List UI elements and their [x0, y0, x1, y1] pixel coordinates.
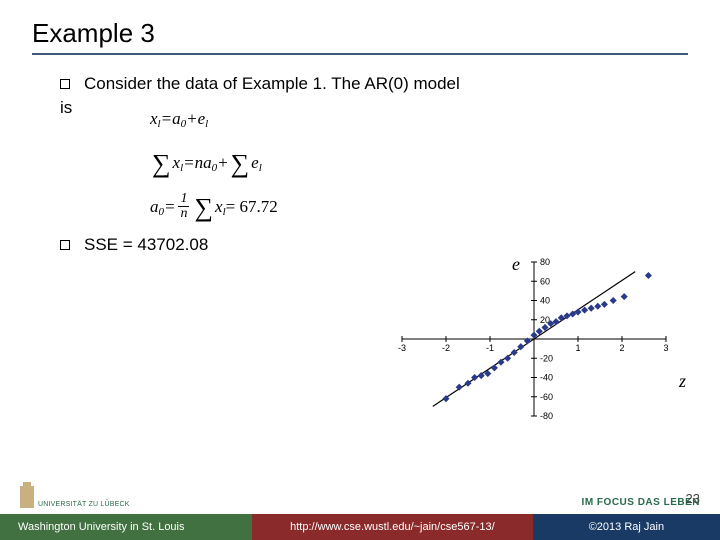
scatter-chart: e z -3-2-1123-80-60-40-2020406080 [384, 256, 684, 426]
logo-right-text: IM FOCUS DAS LEBEN [582, 497, 700, 508]
svg-text:-60: -60 [540, 392, 553, 402]
svg-text:-40: -40 [540, 373, 553, 383]
title-underline [32, 53, 688, 55]
bullet-1-text: Consider the data of Example 1. The AR(0… [84, 73, 460, 96]
footer-left: Washington University in St. Louis [0, 514, 252, 540]
svg-text:1: 1 [575, 343, 580, 353]
page-number: 23 [686, 491, 700, 506]
footer-right: ©2013 Raj Jain [533, 514, 720, 540]
svg-text:-3: -3 [398, 343, 406, 353]
svg-text:-2: -2 [442, 343, 450, 353]
svg-text:40: 40 [540, 296, 550, 306]
logo-row: UNIVERSITÄT ZU LÜBECK IM FOCUS DAS LEBEN [20, 478, 700, 508]
footer-mid: http://www.cse.wustl.edu/~jain/cse567-13… [252, 514, 533, 540]
bullet-1: Consider the data of Example 1. The AR(0… [60, 73, 678, 96]
svg-text:3: 3 [663, 343, 668, 353]
formula-3: a0 = 1 n ∑ xl = 67.72 [150, 190, 678, 224]
chart-svg: -3-2-1123-80-60-40-2020406080 [384, 256, 684, 426]
bullet-2: SSE = 43702.08 [60, 234, 678, 257]
content-area: Consider the data of Example 1. The AR(0… [32, 73, 688, 257]
svg-text:2: 2 [619, 343, 624, 353]
sigma-icon: ∑ [231, 149, 250, 179]
x-axis-label: z [679, 371, 686, 392]
y-axis-label: e [512, 254, 520, 275]
bullet-marker [60, 240, 70, 250]
footer: Washington University in St. Louis http:… [0, 514, 720, 540]
svg-text:-80: -80 [540, 411, 553, 421]
sse-text: SSE = 43702.08 [84, 235, 208, 254]
logo-left-text: UNIVERSITÄT ZU LÜBECK [38, 501, 130, 508]
sigma-icon: ∑ [194, 193, 213, 223]
bullet-marker [60, 79, 70, 89]
svg-text:-1: -1 [486, 343, 494, 353]
svg-text:60: 60 [540, 276, 550, 286]
logo-left: UNIVERSITÄT ZU LÜBECK [20, 486, 130, 508]
formula-stack: xl = a0 + el ∑ xl = n a0 + ∑ el a0 = [150, 102, 678, 224]
slide: Example 3 Consider the data of Example 1… [0, 0, 720, 540]
formula-2: ∑ xl = n a0 + ∑ el [150, 146, 678, 180]
page-title: Example 3 [32, 18, 688, 49]
tower-icon [20, 486, 34, 508]
svg-text:80: 80 [540, 257, 550, 267]
fraction: 1 n [178, 192, 189, 221]
formula-1: xl = a0 + el [150, 102, 678, 136]
sigma-icon: ∑ [152, 149, 171, 179]
svg-text:-20: -20 [540, 353, 553, 363]
